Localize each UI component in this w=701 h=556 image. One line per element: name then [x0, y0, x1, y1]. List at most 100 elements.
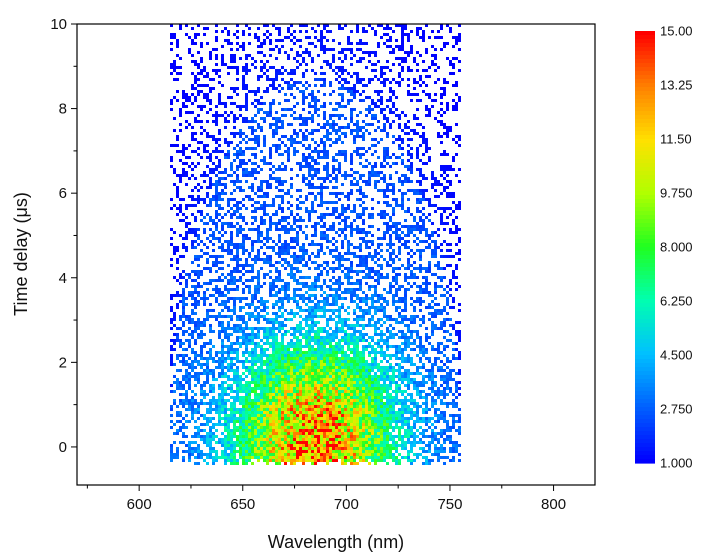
heatmap-cell — [338, 402, 341, 405]
heatmap-cell — [224, 333, 227, 336]
heatmap-cell — [308, 375, 311, 378]
heatmap-cell — [278, 456, 281, 459]
heatmap-cell — [305, 426, 308, 429]
heatmap-cell — [176, 246, 179, 249]
heatmap-cell — [326, 30, 329, 33]
heatmap-cell — [179, 180, 182, 183]
heatmap-cell — [275, 366, 278, 369]
heatmap-cell — [290, 411, 293, 414]
heatmap-cell — [254, 114, 257, 117]
heatmap-cell — [356, 387, 359, 390]
heatmap-cell — [239, 327, 242, 330]
heatmap-cell — [278, 429, 281, 432]
heatmap-cell — [245, 117, 248, 120]
heatmap-cell — [335, 288, 338, 291]
heatmap-cell — [305, 321, 308, 324]
heatmap-cell — [317, 153, 320, 156]
heatmap-cell — [278, 363, 281, 366]
heatmap-cell — [212, 219, 215, 222]
heatmap-cell — [266, 111, 269, 114]
heatmap-cell — [266, 336, 269, 339]
heatmap-cell — [194, 120, 197, 123]
heatmap-cell — [239, 315, 242, 318]
heatmap-cell — [350, 132, 353, 135]
heatmap-cell — [335, 378, 338, 381]
heatmap-cell — [215, 138, 218, 141]
heatmap-cell — [314, 168, 317, 171]
heatmap-cell — [344, 207, 347, 210]
heatmap-cell — [332, 330, 335, 333]
heatmap-cell — [206, 372, 209, 375]
heatmap-cell — [341, 213, 344, 216]
heatmap-cell — [344, 324, 347, 327]
heatmap-cell — [353, 372, 356, 375]
heatmap-cell — [272, 222, 275, 225]
heatmap-cell — [248, 420, 251, 423]
heatmap-cell — [224, 417, 227, 420]
heatmap-cell — [338, 375, 341, 378]
heatmap-cell — [359, 186, 362, 189]
heatmap-cell — [332, 426, 335, 429]
heatmap-cell — [284, 99, 287, 102]
heatmap-cell — [182, 297, 185, 300]
heatmap-cell — [236, 372, 239, 375]
heatmap-cell — [338, 75, 341, 78]
heatmap-cell — [281, 264, 284, 267]
heatmap-cell — [338, 69, 341, 72]
heatmap-cell — [299, 39, 302, 42]
heatmap-cell — [290, 213, 293, 216]
heatmap-cell — [230, 48, 233, 51]
heatmap-cell — [206, 378, 209, 381]
heatmap-cell — [242, 234, 245, 237]
heatmap-cell — [278, 459, 281, 462]
heatmap-cell — [320, 306, 323, 309]
heatmap-cell — [227, 378, 230, 381]
heatmap-cell — [266, 375, 269, 378]
heatmap-cell — [317, 267, 320, 270]
heatmap-cell — [338, 153, 341, 156]
heatmap-cell — [251, 267, 254, 270]
heatmap-cell — [236, 417, 239, 420]
heatmap-cell — [344, 402, 347, 405]
heatmap-cell — [305, 63, 308, 66]
heatmap-cell — [263, 453, 266, 456]
heatmap-cell — [224, 105, 227, 108]
heatmap-cell — [236, 246, 239, 249]
heatmap-cell — [254, 297, 257, 300]
heatmap-cell — [287, 30, 290, 33]
heatmap-cell — [278, 51, 281, 54]
heatmap-cell — [257, 360, 260, 363]
heatmap-cell — [347, 291, 350, 294]
heatmap-cell — [209, 57, 212, 60]
heatmap-cell — [311, 423, 314, 426]
heatmap-cell — [308, 174, 311, 177]
heatmap-cell — [353, 429, 356, 432]
heatmap-cell — [254, 285, 257, 288]
heatmap-cell — [350, 120, 353, 123]
heatmap-cell — [212, 231, 215, 234]
heatmap-cell — [236, 378, 239, 381]
heatmap-cell — [338, 456, 341, 459]
heatmap-cell — [362, 315, 365, 318]
heatmap-cell — [254, 441, 257, 444]
heatmap-cell — [197, 444, 200, 447]
heatmap-cell — [326, 153, 329, 156]
heatmap-cell — [284, 375, 287, 378]
heatmap-cell — [281, 252, 284, 255]
heatmap-cell — [347, 426, 350, 429]
heatmap-cell — [257, 333, 260, 336]
heatmap-cell — [248, 336, 251, 339]
heatmap-cell — [176, 357, 179, 360]
heatmap-cell — [194, 432, 197, 435]
heatmap-cell — [278, 447, 281, 450]
heatmap-cell — [293, 255, 296, 258]
heatmap-cell — [359, 261, 362, 264]
heatmap-cell — [311, 396, 314, 399]
heatmap-cell — [335, 78, 338, 81]
heatmap-cell — [308, 450, 311, 453]
heatmap-cell — [254, 357, 257, 360]
heatmap-cell — [353, 402, 356, 405]
heatmap-cell — [341, 282, 344, 285]
heatmap-cell — [221, 294, 224, 297]
heatmap-cell — [227, 120, 230, 123]
